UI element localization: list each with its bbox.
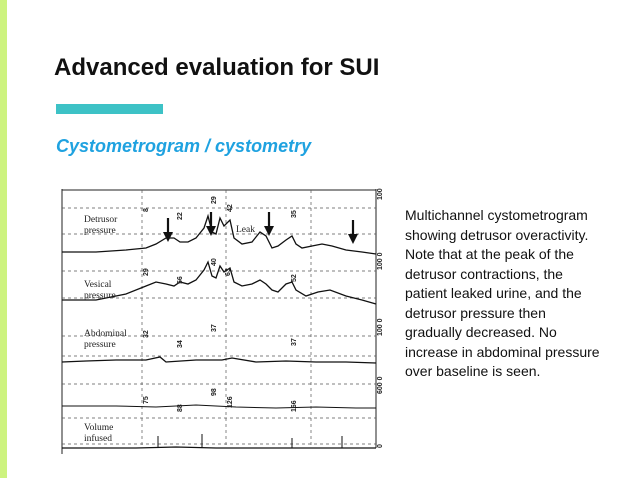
abdominal-mark-2: 34 bbox=[177, 340, 184, 348]
arrow-1 bbox=[163, 218, 173, 242]
detrusor-label-1: Detrusor bbox=[84, 215, 118, 225]
scale-label-2: 100 0 bbox=[377, 252, 384, 270]
vesical-mark-2: 56 bbox=[177, 276, 184, 284]
volume-mark-2: 88 bbox=[177, 404, 184, 412]
arrow-3 bbox=[264, 212, 274, 236]
volume-mark-4: 126 bbox=[227, 396, 234, 408]
abdominal-mark-1: 32 bbox=[143, 330, 150, 338]
figure-description: Multichannel cystometrogram showing detr… bbox=[405, 207, 600, 379]
slide-subtitle: Cystometrogram / cystometry bbox=[56, 136, 312, 156]
cystometrogram-figure: Detrusor pressure Vesical pressure Abdom… bbox=[56, 186, 386, 456]
vesical-pressure-trace bbox=[62, 260, 377, 305]
horizontal-grid bbox=[62, 207, 376, 445]
detrusor-mark-1: 8 bbox=[143, 208, 150, 212]
scale-label-3: 100 0 bbox=[377, 318, 384, 336]
abdominal-pressure-trace bbox=[61, 356, 377, 364]
volume-label-1: Volume bbox=[84, 423, 113, 433]
slide-title: Advanced evaluation for SUI bbox=[54, 54, 380, 81]
scale-label-1: 100 bbox=[377, 188, 384, 200]
scale-label-4: 600 0 bbox=[377, 376, 384, 394]
detrusor-label-2: pressure bbox=[84, 226, 116, 236]
vesical-mark-4: 63 bbox=[225, 268, 232, 276]
arrow-2 bbox=[206, 212, 216, 236]
cystometrogram-svg: Detrusor pressure Vesical pressure Abdom… bbox=[61, 188, 384, 454]
abdominal-label-1: Abdominal bbox=[84, 329, 127, 339]
left-accent-bar bbox=[0, 0, 7, 478]
volume-mark-1: 75 bbox=[143, 396, 150, 404]
arrow-4 bbox=[348, 220, 358, 244]
volume-label-2: infused bbox=[84, 433, 112, 444]
vesical-mark-3: 40 bbox=[211, 258, 218, 266]
detrusor-mark-3: 29 bbox=[211, 196, 218, 204]
abdominal-label-2: pressure bbox=[84, 340, 116, 350]
detrusor-mark-4: 42 bbox=[227, 204, 234, 212]
vesical-label-2: pressure bbox=[84, 291, 116, 301]
title-underline bbox=[56, 104, 163, 114]
volume-mark-5: 166 bbox=[291, 400, 298, 412]
vesical-label-1: Vesical bbox=[84, 280, 112, 290]
abdominal-mark-3: 37 bbox=[211, 324, 218, 332]
volume-mark-3: 98 bbox=[211, 388, 218, 396]
leak-label: Leak bbox=[236, 225, 255, 235]
detrusor-mark-2: 22 bbox=[177, 212, 184, 220]
scale-label-5: 0 bbox=[377, 444, 384, 448]
second-abdominal-trace bbox=[62, 404, 376, 409]
vertical-grid bbox=[141, 190, 312, 448]
volume-infused-trace bbox=[62, 446, 376, 449]
vesical-mark-1: 29 bbox=[143, 268, 150, 276]
abdominal-mark-4: 37 bbox=[291, 338, 298, 346]
vesical-mark-5: 52 bbox=[291, 274, 298, 282]
volume-spikes bbox=[157, 434, 343, 448]
detrusor-mark-5: 35 bbox=[291, 210, 298, 218]
